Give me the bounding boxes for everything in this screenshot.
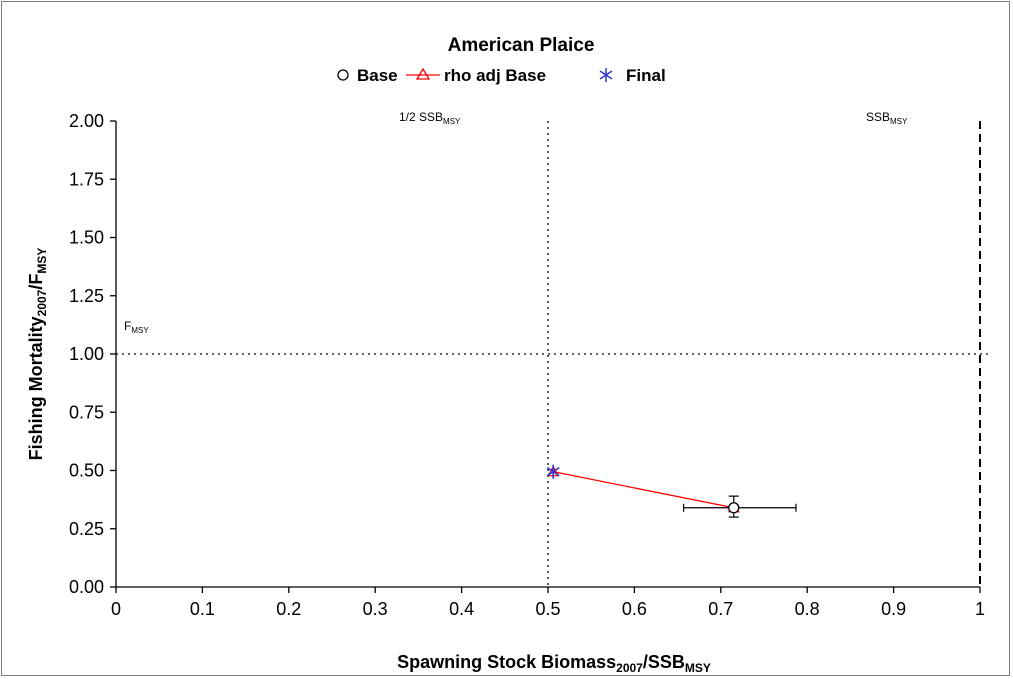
- x-tick-label: 0.4: [449, 599, 474, 619]
- y-tick-label: 1.75: [69, 169, 104, 189]
- x-ticks: 0 0.1 0.2 0.3 0.4 0.5 0.6 0.7 0.8 0.9 1: [111, 587, 985, 619]
- y-ticks: 0.00 0.25 0.50 0.75 1.00 1.25 1.50 1.75 2.00: [69, 111, 116, 597]
- legend: Base rho adj Base Final: [337, 66, 666, 85]
- x-tick-label: 0.8: [795, 599, 820, 619]
- y-tick-label: 0.25: [69, 519, 104, 539]
- base-point: [728, 502, 740, 514]
- y-tick-label: 0.75: [69, 402, 104, 422]
- x-tick-label: 0.7: [708, 599, 733, 619]
- y-tick-label: 0.00: [69, 577, 104, 597]
- rho-adj-line: [553, 471, 734, 509]
- x-tick-label: 0.3: [363, 599, 388, 619]
- legend-rho-marker: [415, 67, 431, 80]
- y-tick-label: 1.50: [69, 228, 104, 248]
- x-tick-label: 1: [975, 599, 985, 619]
- final-point: [546, 464, 560, 479]
- x-tick-label: 0.6: [622, 599, 647, 619]
- legend-rho-label: rho adj Base: [444, 66, 546, 85]
- chart-title: American Plaice: [448, 35, 595, 56]
- y-tick-label: 1.25: [69, 286, 104, 306]
- y-tick-label: 0.50: [69, 461, 104, 481]
- y-tick-label: 2.00: [69, 111, 104, 131]
- reference-lines: [116, 121, 990, 587]
- x-tick-label: 0.1: [190, 599, 215, 619]
- y-axis-title: Fishing Mortality2007/FMSY: [26, 248, 49, 461]
- legend-final-marker: [599, 68, 613, 82]
- x-tick-label: 0.9: [881, 599, 906, 619]
- data-layer: [546, 464, 797, 518]
- ssbmsy-label: SSBMSY: [866, 110, 908, 126]
- legend-base-label: Base: [357, 66, 398, 85]
- y-tick-label: 1.00: [69, 344, 104, 364]
- x-tick-label: 0: [111, 599, 121, 619]
- x-tick-label: 0.5: [535, 599, 560, 619]
- x-axis-title: Spawning Stock Biomass2007/SSBMSY: [397, 652, 711, 675]
- half-ssbmsy-label: 1/2 SSBMSY: [399, 110, 461, 126]
- x-tick-label: 0.2: [276, 599, 301, 619]
- final-point-stroke: [546, 466, 560, 477]
- legend-base-marker: [337, 69, 349, 81]
- fmsy-label: FMSY: [124, 319, 149, 335]
- legend-final-label: Final: [626, 66, 666, 85]
